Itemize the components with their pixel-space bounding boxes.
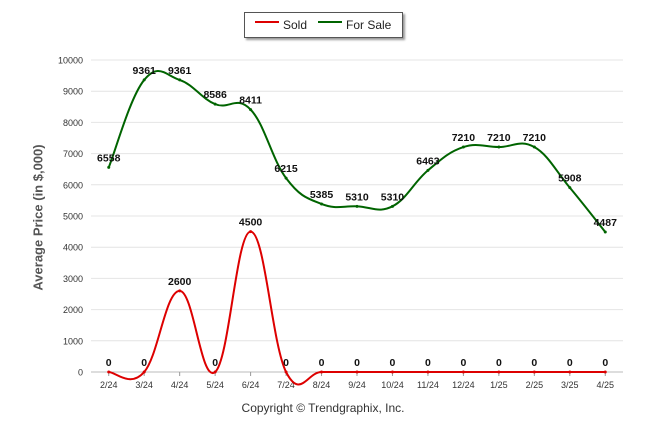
data-point-sold [461, 370, 465, 374]
x-tick-label: 3/24 [135, 380, 153, 390]
data-label-sold: 0 [390, 357, 396, 369]
series-line-for-sale [107, 69, 607, 233]
data-label-for-sale: 5310 [381, 191, 405, 203]
data-label-sold: 0 [141, 357, 147, 369]
data-point-sold [249, 230, 253, 234]
legend-swatch-sold [255, 21, 279, 23]
copyright-text: Copyright © Trendgraphix, Inc. [241, 401, 405, 415]
y-tick-label: 2000 [63, 305, 83, 315]
x-tick-label: 10/24 [381, 380, 404, 390]
data-point-sold [107, 370, 111, 374]
data-label-for-sale: 6463 [416, 155, 440, 167]
y-tick-label: 5000 [63, 212, 83, 222]
data-point-for-sale [178, 78, 182, 82]
data-label-for-sale: 7210 [523, 132, 547, 144]
x-tick-label: 6/24 [242, 380, 260, 390]
data-label-sold: 0 [425, 357, 431, 369]
x-tick-label: 4/25 [597, 380, 615, 390]
data-label-sold: 0 [496, 357, 502, 369]
data-point-sold [213, 370, 217, 374]
data-point-for-sale [390, 204, 394, 208]
data-point-for-sale [142, 78, 146, 82]
y-axis-title: Average Price (in $,000) [30, 144, 46, 291]
data-point-sold [390, 370, 394, 374]
x-tick-label: 7/24 [277, 380, 295, 390]
x-tick-label: 11/24 [417, 380, 439, 390]
data-point-sold [497, 370, 501, 374]
y-tick-label: 3000 [63, 274, 83, 284]
data-label-for-sale: 4487 [594, 217, 618, 229]
data-label-sold: 0 [460, 357, 466, 369]
data-label-sold: 0 [212, 357, 218, 369]
data-label-sold: 0 [354, 357, 360, 369]
data-label-for-sale: 7210 [452, 132, 476, 144]
data-point-sold [284, 370, 288, 374]
data-label-sold: 0 [602, 357, 608, 369]
legend: Sold For Sale [244, 12, 403, 38]
y-tick-label: 6000 [63, 180, 83, 190]
y-tick-label: 7000 [63, 149, 83, 159]
y-tick-label: 4000 [63, 243, 83, 253]
data-point-for-sale [107, 165, 111, 169]
data-point-for-sale [568, 186, 572, 190]
x-tick-label: 2/24 [100, 380, 118, 390]
data-label-for-sale: 6215 [274, 163, 298, 175]
data-label-sold: 0 [106, 357, 112, 369]
data-label-for-sale: 9361 [133, 65, 157, 77]
y-tick-label: 8000 [63, 118, 83, 128]
x-tick-label: 5/24 [206, 380, 224, 390]
y-tick-label: 1000 [63, 336, 83, 346]
data-point-sold [568, 370, 572, 374]
data-point-for-sale [532, 145, 536, 149]
data-label-sold: 0 [567, 357, 573, 369]
legend-label-sold: Sold [283, 18, 308, 32]
x-tick-label: 8/24 [313, 380, 331, 390]
data-label-for-sale: 5310 [345, 191, 369, 203]
data-label-sold: 2600 [168, 276, 192, 288]
data-label-sold: 0 [283, 357, 289, 369]
data-label-for-sale: 9361 [168, 65, 192, 77]
data-point-for-sale [249, 108, 253, 112]
data-label-for-sale: 7210 [487, 132, 511, 144]
x-tick-label: 9/24 [348, 380, 366, 390]
data-point-for-sale [426, 168, 430, 172]
y-tick-label: 10000 [58, 56, 83, 66]
y-tick-label: 0 [78, 368, 83, 378]
data-label-for-sale: 6558 [97, 152, 121, 164]
data-point-for-sale [284, 176, 288, 180]
data-point-sold [426, 370, 430, 374]
data-label-for-sale: 5908 [558, 173, 582, 185]
y-tick-label: 9000 [63, 87, 83, 97]
data-label-for-sale: 8586 [203, 89, 227, 101]
data-label-for-sale: 5385 [310, 189, 334, 201]
data-point-sold [532, 370, 536, 374]
data-point-for-sale [497, 145, 501, 149]
data-point-sold [142, 370, 146, 374]
x-tick-label: 1/25 [490, 380, 508, 390]
data-label-sold: 0 [319, 357, 325, 369]
data-point-for-sale [213, 102, 217, 106]
data-point-sold [320, 370, 324, 374]
data-point-sold [355, 370, 359, 374]
data-point-for-sale [603, 230, 607, 234]
x-tick-label: 2/25 [526, 380, 544, 390]
data-point-sold [603, 370, 607, 374]
x-tick-label: 4/24 [171, 380, 189, 390]
data-label-sold: 4500 [239, 217, 263, 229]
data-point-sold [178, 289, 182, 293]
data-point-for-sale [461, 145, 465, 149]
x-tick-label: 12/24 [452, 380, 475, 390]
data-label-sold: 0 [531, 357, 537, 369]
data-label-for-sale: 8411 [239, 95, 262, 107]
legend-label-for-sale: For Sale [346, 18, 392, 32]
data-point-for-sale [355, 204, 359, 208]
legend-swatch-for-sale [318, 21, 342, 23]
data-point-for-sale [320, 202, 324, 206]
x-tick-label: 3/25 [561, 380, 579, 390]
